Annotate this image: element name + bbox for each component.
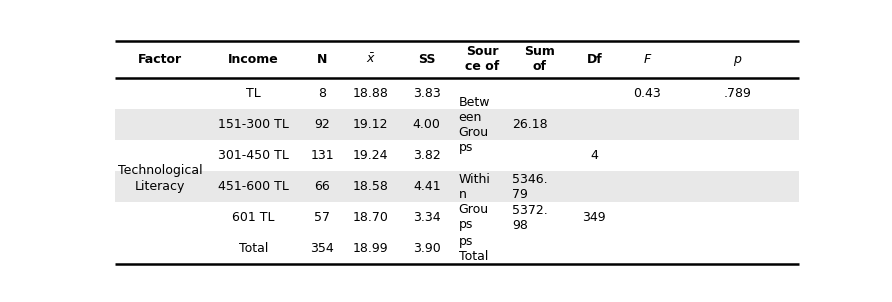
Text: 301-450 TL: 301-450 TL — [218, 149, 289, 162]
Text: 92: 92 — [315, 118, 330, 131]
Text: 4.00: 4.00 — [413, 118, 441, 131]
Text: $\bar{x}$: $\bar{x}$ — [366, 53, 376, 66]
Text: Sour
ce of: Sour ce of — [465, 46, 500, 73]
Text: 349: 349 — [582, 211, 607, 224]
Text: 354: 354 — [310, 242, 334, 255]
Bar — [115, 109, 799, 140]
Text: .789: .789 — [723, 87, 751, 100]
Text: Withi
n
Grou
ps: Withi n Grou ps — [458, 173, 491, 231]
Text: 5372.
98: 5372. 98 — [512, 204, 549, 232]
Text: N: N — [318, 53, 327, 66]
Text: 151-300 TL: 151-300 TL — [218, 118, 289, 131]
Text: 3.82: 3.82 — [413, 149, 441, 162]
Text: p: p — [733, 53, 741, 66]
Text: Factor: Factor — [138, 53, 182, 66]
Text: 3.90: 3.90 — [413, 242, 441, 255]
Text: 8: 8 — [318, 87, 326, 100]
Text: 18.99: 18.99 — [353, 242, 389, 255]
Text: 66: 66 — [315, 180, 330, 193]
Text: Technological
Literacy: Technological Literacy — [118, 164, 202, 193]
Text: Total: Total — [238, 242, 268, 255]
Text: 4.41: 4.41 — [413, 180, 441, 193]
Text: 18.70: 18.70 — [353, 211, 389, 224]
Text: 5346.
79: 5346. 79 — [512, 173, 548, 201]
Text: ps
Total: ps Total — [458, 235, 488, 263]
Text: TL: TL — [246, 87, 260, 100]
Text: SS: SS — [418, 53, 435, 66]
Text: 3.34: 3.34 — [413, 211, 441, 224]
Text: 131: 131 — [310, 149, 334, 162]
Text: 0.43: 0.43 — [633, 87, 661, 100]
Text: 601 TL: 601 TL — [232, 211, 275, 224]
Text: 19.24: 19.24 — [353, 149, 389, 162]
Text: 3.83: 3.83 — [413, 87, 441, 100]
Text: 19.12: 19.12 — [353, 118, 389, 131]
Text: F: F — [644, 53, 651, 66]
Text: 451-600 TL: 451-600 TL — [218, 180, 289, 193]
Text: 18.58: 18.58 — [353, 180, 389, 193]
Text: 57: 57 — [314, 211, 330, 224]
Bar — [115, 171, 799, 202]
Text: Betw
een
Grou
ps: Betw een Grou ps — [458, 96, 490, 154]
Text: Sum
of: Sum of — [524, 46, 555, 73]
Text: Income: Income — [227, 53, 278, 66]
Text: 26.18: 26.18 — [512, 118, 548, 131]
Text: Df: Df — [587, 53, 602, 66]
Text: 4: 4 — [591, 149, 599, 162]
Text: 18.88: 18.88 — [353, 87, 389, 100]
